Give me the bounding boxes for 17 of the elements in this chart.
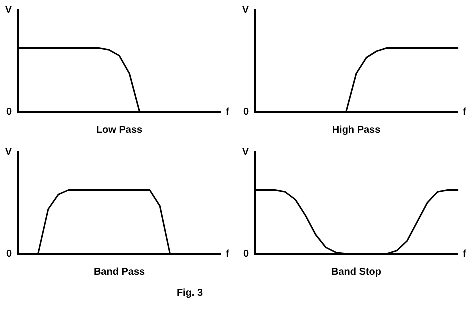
- y-axis-title: V: [242, 146, 250, 158]
- x-axis-title: f: [226, 106, 230, 118]
- text: 0: [243, 248, 250, 260]
- x-axis-title: f: [226, 248, 230, 260]
- caption: Fig. 3: [176, 288, 204, 299]
- text: Low Pass: [96, 124, 143, 136]
- x-axis-title: f: [463, 248, 467, 260]
- y-axis-title: V: [5, 4, 12, 16]
- text: 0: [6, 106, 12, 118]
- text: Band Stop: [332, 266, 382, 278]
- x-axis-title: f: [463, 106, 467, 118]
- text: 0: [6, 248, 12, 260]
- text: 0: [243, 106, 250, 118]
- y-axis-title: V: [5, 146, 12, 158]
- text: Band Pass: [94, 266, 146, 278]
- y-axis-title: V: [242, 4, 250, 16]
- text: High Pass: [332, 124, 382, 136]
